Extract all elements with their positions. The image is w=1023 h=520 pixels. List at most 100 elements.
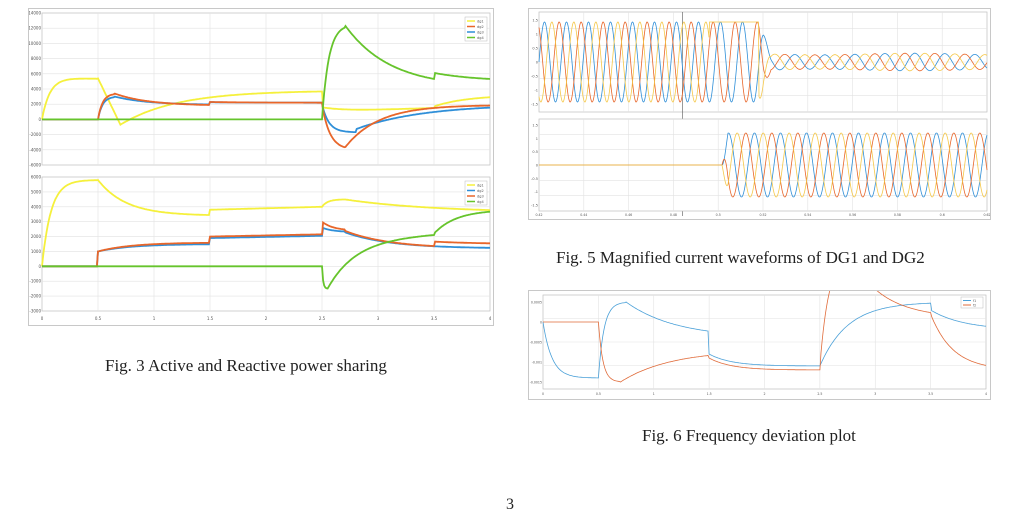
fig3-plot-panel: 14000 12000 10000 8000 6000 4000 2000 0 -2000 -40… [28, 8, 494, 326]
fig3-bottom-legend-box [464, 180, 488, 206]
fig3-top-ytick-label: 8000 [31, 56, 42, 61]
fig5-bottom-ytick-label: 0.5 [532, 150, 538, 154]
fig3-top-legend-label: dg4 [477, 36, 484, 40]
fig3-top-ytick-label: 10000 [29, 41, 41, 46]
fig3-top-legend-label: dg2 [477, 25, 484, 29]
fig5-plot-panel: 1.5 1 0.5 0 -0.5 -1 -1.5 1.5 1 0.5 0 -0.5 -1 -1.5 0.42… [528, 8, 991, 220]
fig3-bottom-legend-label: dg2 [477, 189, 484, 193]
fig3-xtick-label: 3 [377, 316, 380, 321]
fig3-xtick-label: 0.5 [95, 316, 102, 321]
fig5-svg: 1.5 1 0.5 0 -0.5 -1 -1.5 1.5 1 0.5 0 -0.5 -1 -1.5 0.42… [531, 11, 991, 217]
fig3-bottom-ytick-label: 1000 [31, 249, 42, 254]
fig6-xtick-label: 3.5 [928, 392, 933, 396]
fig6-legend-box [960, 296, 984, 309]
fig3-top-ytick-label: 0 [38, 117, 41, 122]
fig6-legend-label: f2 [973, 304, 976, 308]
fig3-bottom-series-dg3 [42, 220, 490, 268]
fig5-xtick-label: 0.52 [759, 213, 766, 217]
fig5-bottom-ytick-label: 0 [536, 164, 538, 168]
fig3-top-series-dg4 [42, 24, 491, 121]
fig3-bottom-ytick-label: 2000 [31, 234, 42, 239]
fig3-xtick-label: 1 [153, 316, 156, 321]
fig3-bottom-ytick-label: -2000 [29, 294, 41, 299]
fig5-bottom-ytick-label: -1 [535, 190, 539, 194]
fig5-xtick-label: 0.42 [535, 213, 542, 217]
fig5-xtick-label: 0.56 [849, 213, 856, 217]
fig3-xtick-label: 1.5 [207, 316, 214, 321]
fig3-top-ytick-label: -6000 [29, 163, 41, 168]
fig6-series-f1 [542, 301, 987, 379]
fig6-ytick-label: 0.0005 [531, 301, 542, 305]
fig6-series-f2 [543, 256, 987, 383]
fig5-top-ytick-label: -1 [535, 89, 539, 93]
fig5-xtick-label: 0.58 [894, 213, 901, 217]
page-number: 3 [506, 496, 514, 513]
fig6-xtick-label: 2.5 [817, 392, 822, 396]
fig3-bottom-ytick-label: 3000 [31, 219, 42, 224]
fig3-top-series-dg3 [42, 92, 490, 149]
fig3-bottom-ytick-label: 4000 [31, 204, 42, 209]
fig6-plot-panel: 0.0005 0 -0.0005 -0.001 -0.0015 f1 f2 0 0.5 1 1.5 2… [528, 256, 991, 400]
fig5-bottom-ytick-label: 1 [536, 137, 538, 141]
fig3-top-legend-box [464, 16, 488, 42]
fig3-caption: Fig. 3 Active and Reactive power sharing [105, 356, 387, 375]
fig3-top-ytick-label: 2000 [31, 102, 42, 107]
fig5-bottom-ytick-label: -0.5 [531, 177, 538, 181]
fig3-top-ytick-label: 14000 [29, 11, 41, 16]
fig3-xtick-label: 0 [41, 316, 44, 321]
fig5-bottom-phase-3 [539, 132, 988, 198]
fig3-bottom-ytick-label: -1000 [29, 279, 41, 284]
fig3-bottom-legend-label: dg1 [477, 184, 484, 188]
fig5-top-ytick-label: 1.5 [532, 19, 538, 23]
fig3-top-legend-label: dg3 [477, 31, 484, 35]
fig5-caption: Fig. 5 Magnified current waveforms of DG… [556, 248, 925, 267]
fig3-top-ytick-label: 12000 [29, 26, 41, 31]
fig5-top-ytick-label: -0.5 [531, 75, 538, 79]
fig5-top-ytick-label: 0.5 [532, 47, 538, 51]
fig3-top-ytick-label: 4000 [31, 87, 42, 92]
fig5-top-ytick-label: -1.5 [531, 103, 538, 107]
fig5-xtick-label: 0.62 [983, 213, 990, 217]
fig3-top-ytick-label: -2000 [29, 132, 41, 137]
fig3-svg: 14000120001000080006000400020000-2000-40… [28, 11, 492, 322]
fig3-top-series-dg1 [41, 77, 491, 127]
fig3-bottom-series-dg4 [42, 210, 491, 290]
fig5-xtick-label: 0.6 [940, 213, 945, 217]
fig6-ytick-label: 0 [540, 321, 542, 325]
fig6-xtick-label: 0 [542, 392, 544, 396]
fig6-xtick-label: 2 [763, 392, 765, 396]
fig5-bottom-ytick-label: 1.5 [532, 124, 538, 128]
fig5-xtick-label: 0.46 [625, 213, 632, 217]
fig6-xtick-label: 3 [874, 392, 876, 396]
fig3-xtick-label: 3.5 [431, 316, 438, 321]
fig3-bottom-series-dg1 [41, 179, 490, 267]
fig3-xtick-label: 2.5 [319, 316, 326, 321]
fig5-xtick-label: 0.5 [716, 213, 721, 217]
fig3-xtick-label: 2 [265, 316, 268, 321]
fig5-top-ytick-label: 0 [536, 61, 538, 65]
fig5-top-phase-2 [538, 21, 988, 103]
fig6-ytick-label: -0.0015 [530, 381, 542, 385]
fig6-legend-label: f1 [973, 299, 976, 303]
fig3-bottom-legend-label: dg3 [477, 195, 484, 199]
fig6-caption: Fig. 6 Frequency deviation plot [642, 426, 856, 445]
fig6-ytick-label: -0.001 [532, 361, 542, 365]
fig3-bottom-ytick-label: 5000 [31, 189, 42, 194]
fig3-top-ytick-label: 6000 [31, 71, 42, 76]
fig5-top-phase-1 [538, 21, 988, 103]
fig6-xtick-label: 4 [985, 392, 987, 396]
fig3-bottom-ytick-label: -3000 [29, 309, 41, 314]
fig3-bottom-ytick-label: 0 [38, 264, 41, 269]
fig6-xtick-label: 1 [653, 392, 655, 396]
fig3-bottom-ytick-label: 6000 [31, 175, 42, 180]
fig6-xtick-label: 1.5 [707, 392, 712, 396]
fig5-xtick-label: 0.54 [804, 213, 811, 217]
fig3-xtick-label: 4 [489, 316, 492, 321]
fig3-bottom-legend-label: dg4 [477, 200, 484, 204]
fig6-ytick-label: -0.0005 [530, 341, 542, 345]
fig3-top-legend-label: dg1 [477, 20, 484, 24]
fig5-xtick-label: 0.48 [670, 213, 677, 217]
fig3-top-ytick-label: -4000 [29, 147, 41, 152]
fig5-top-ytick-label: 1 [536, 33, 538, 37]
